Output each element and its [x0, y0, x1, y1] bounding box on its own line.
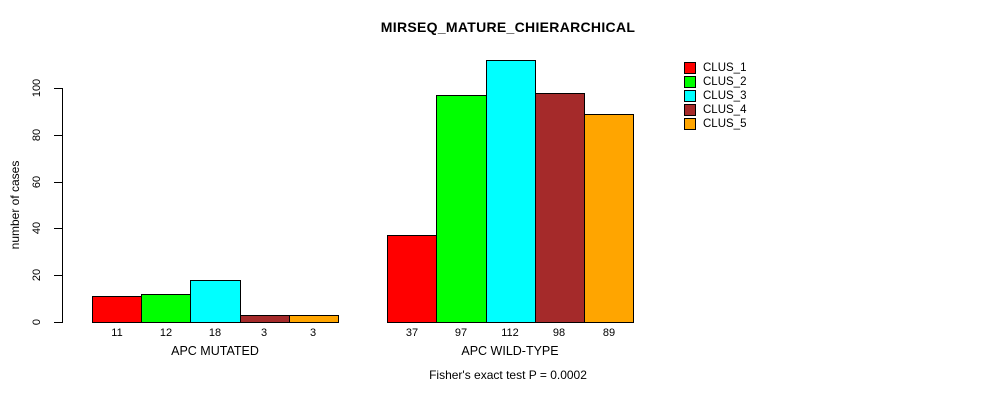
y-axis-tick-label: 0 — [31, 318, 43, 326]
legend-item: CLUS_1 — [684, 62, 746, 74]
bar-clus_4-apc-wild-type — [535, 93, 585, 323]
group-label: APC WILD-TYPE — [461, 344, 559, 358]
chart-title: MIRSEQ_MATURE_CHIERARCHICAL — [380, 19, 636, 35]
bar-clus_1-apc-wild-type — [387, 235, 437, 323]
legend: CLUS_1 CLUS_2 CLUS_3 CLUS_4 CLUS_5 — [684, 62, 746, 130]
bar-value-label: 37 — [405, 327, 419, 339]
bar-value-label: 12 — [159, 327, 173, 339]
legend-swatch — [684, 118, 696, 130]
bar-value-label: 89 — [602, 327, 616, 339]
y-axis-tick — [54, 275, 62, 276]
legend-item: CLUS_5 — [684, 118, 746, 130]
legend-swatch — [684, 104, 696, 116]
legend-swatch — [684, 76, 696, 88]
y-axis-tick — [54, 322, 62, 323]
y-axis-tick — [54, 228, 62, 229]
y-axis-tick-label: 80 — [31, 128, 43, 142]
bar-value-label: 112 — [501, 327, 519, 339]
bar-clus_3-apc-mutated — [190, 280, 241, 323]
legend-label: CLUS_2 — [703, 76, 747, 88]
bar-value-label: 97 — [454, 327, 468, 339]
legend-swatch — [684, 62, 696, 74]
y-axis-tick-label: 100 — [31, 78, 43, 98]
y-axis-tick — [54, 182, 62, 183]
bar-value-label: 11 — [111, 327, 123, 339]
bar-value-label: 98 — [552, 327, 566, 339]
legend-label: CLUS_5 — [703, 118, 747, 130]
bar-clus_5-apc-wild-type — [584, 114, 634, 323]
bar-value-label: 18 — [208, 327, 222, 339]
y-axis-tick-label: 60 — [31, 175, 43, 189]
fisher-test-annotation: Fisher's exact test P = 0.0002 — [429, 368, 587, 382]
y-axis-line — [62, 88, 63, 323]
bar-value-label: 3 — [309, 327, 317, 339]
legend-label: CLUS_4 — [703, 104, 747, 116]
bar-clus_5-apc-mutated — [289, 315, 339, 323]
legend-swatch — [684, 90, 696, 102]
legend-item: CLUS_2 — [684, 76, 746, 88]
bar-clus_1-apc-mutated — [92, 296, 142, 323]
bar-clus_4-apc-mutated — [240, 315, 290, 323]
legend-label: CLUS_1 — [703, 62, 747, 74]
bar-clus_3-apc-wild-type — [486, 60, 536, 323]
y-axis-tick — [54, 135, 62, 136]
y-axis-tick-label: 40 — [31, 221, 43, 235]
bar-clus_2-apc-wild-type — [436, 95, 487, 323]
y-axis-tick — [54, 88, 62, 89]
bar-value-label: 3 — [260, 327, 268, 339]
bar-clus_2-apc-mutated — [141, 294, 191, 323]
legend-item: CLUS_4 — [684, 104, 746, 116]
y-axis-tick-label: 20 — [31, 268, 43, 282]
legend-item: CLUS_3 — [684, 90, 746, 102]
group-label: APC MUTATED — [171, 344, 259, 358]
legend-label: CLUS_3 — [703, 90, 747, 102]
